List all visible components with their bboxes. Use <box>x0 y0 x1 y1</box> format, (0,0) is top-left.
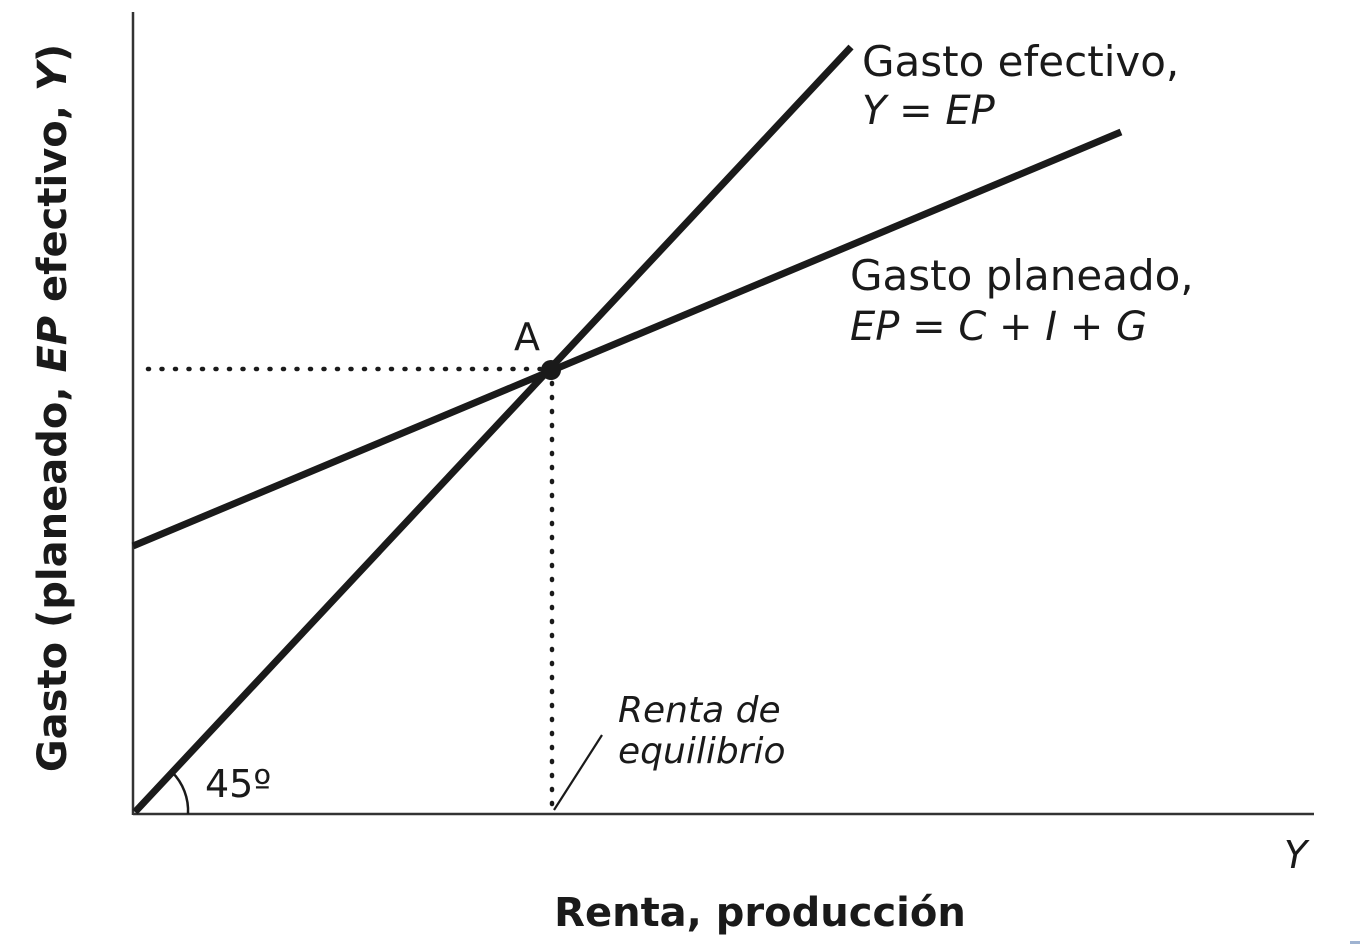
annotation-line-1: Renta de <box>618 690 781 731</box>
y-axis-title-middle: efectivo, <box>30 91 76 316</box>
x-axis-symbol: Y <box>1284 833 1310 877</box>
corner-mark <box>1350 941 1360 944</box>
y-axis-title-variable: Y <box>30 58 76 91</box>
angle-label: 45º <box>205 762 271 806</box>
y-axis-title-suffix: ) <box>30 44 76 62</box>
y-axis-title: Gasto (planeado, EP efectivo, Y) <box>30 44 76 772</box>
planned-expenditure-line <box>131 128 1123 550</box>
annotation-line-2: equilibrio <box>618 731 786 772</box>
actual-line-label-equation: Y = EP <box>862 88 996 134</box>
planned-line-label-equation: EP = C + I + G <box>850 304 1147 350</box>
y-axis-title-emphasis: EP <box>30 316 76 373</box>
annotation-pointer <box>553 734 603 811</box>
equilibrium-point <box>541 360 561 380</box>
point-label-a: A <box>514 315 540 359</box>
planned-line-label-title: Gasto planeado, <box>850 251 1194 300</box>
actual-line-label-title: Gasto efectivo, <box>862 37 1179 86</box>
x-axis-title: Renta, producción <box>554 890 966 936</box>
actual-expenditure-line <box>132 44 854 815</box>
y-axis-title-prefix: Gasto (planeado, <box>30 373 76 773</box>
angle-arc <box>171 771 190 815</box>
